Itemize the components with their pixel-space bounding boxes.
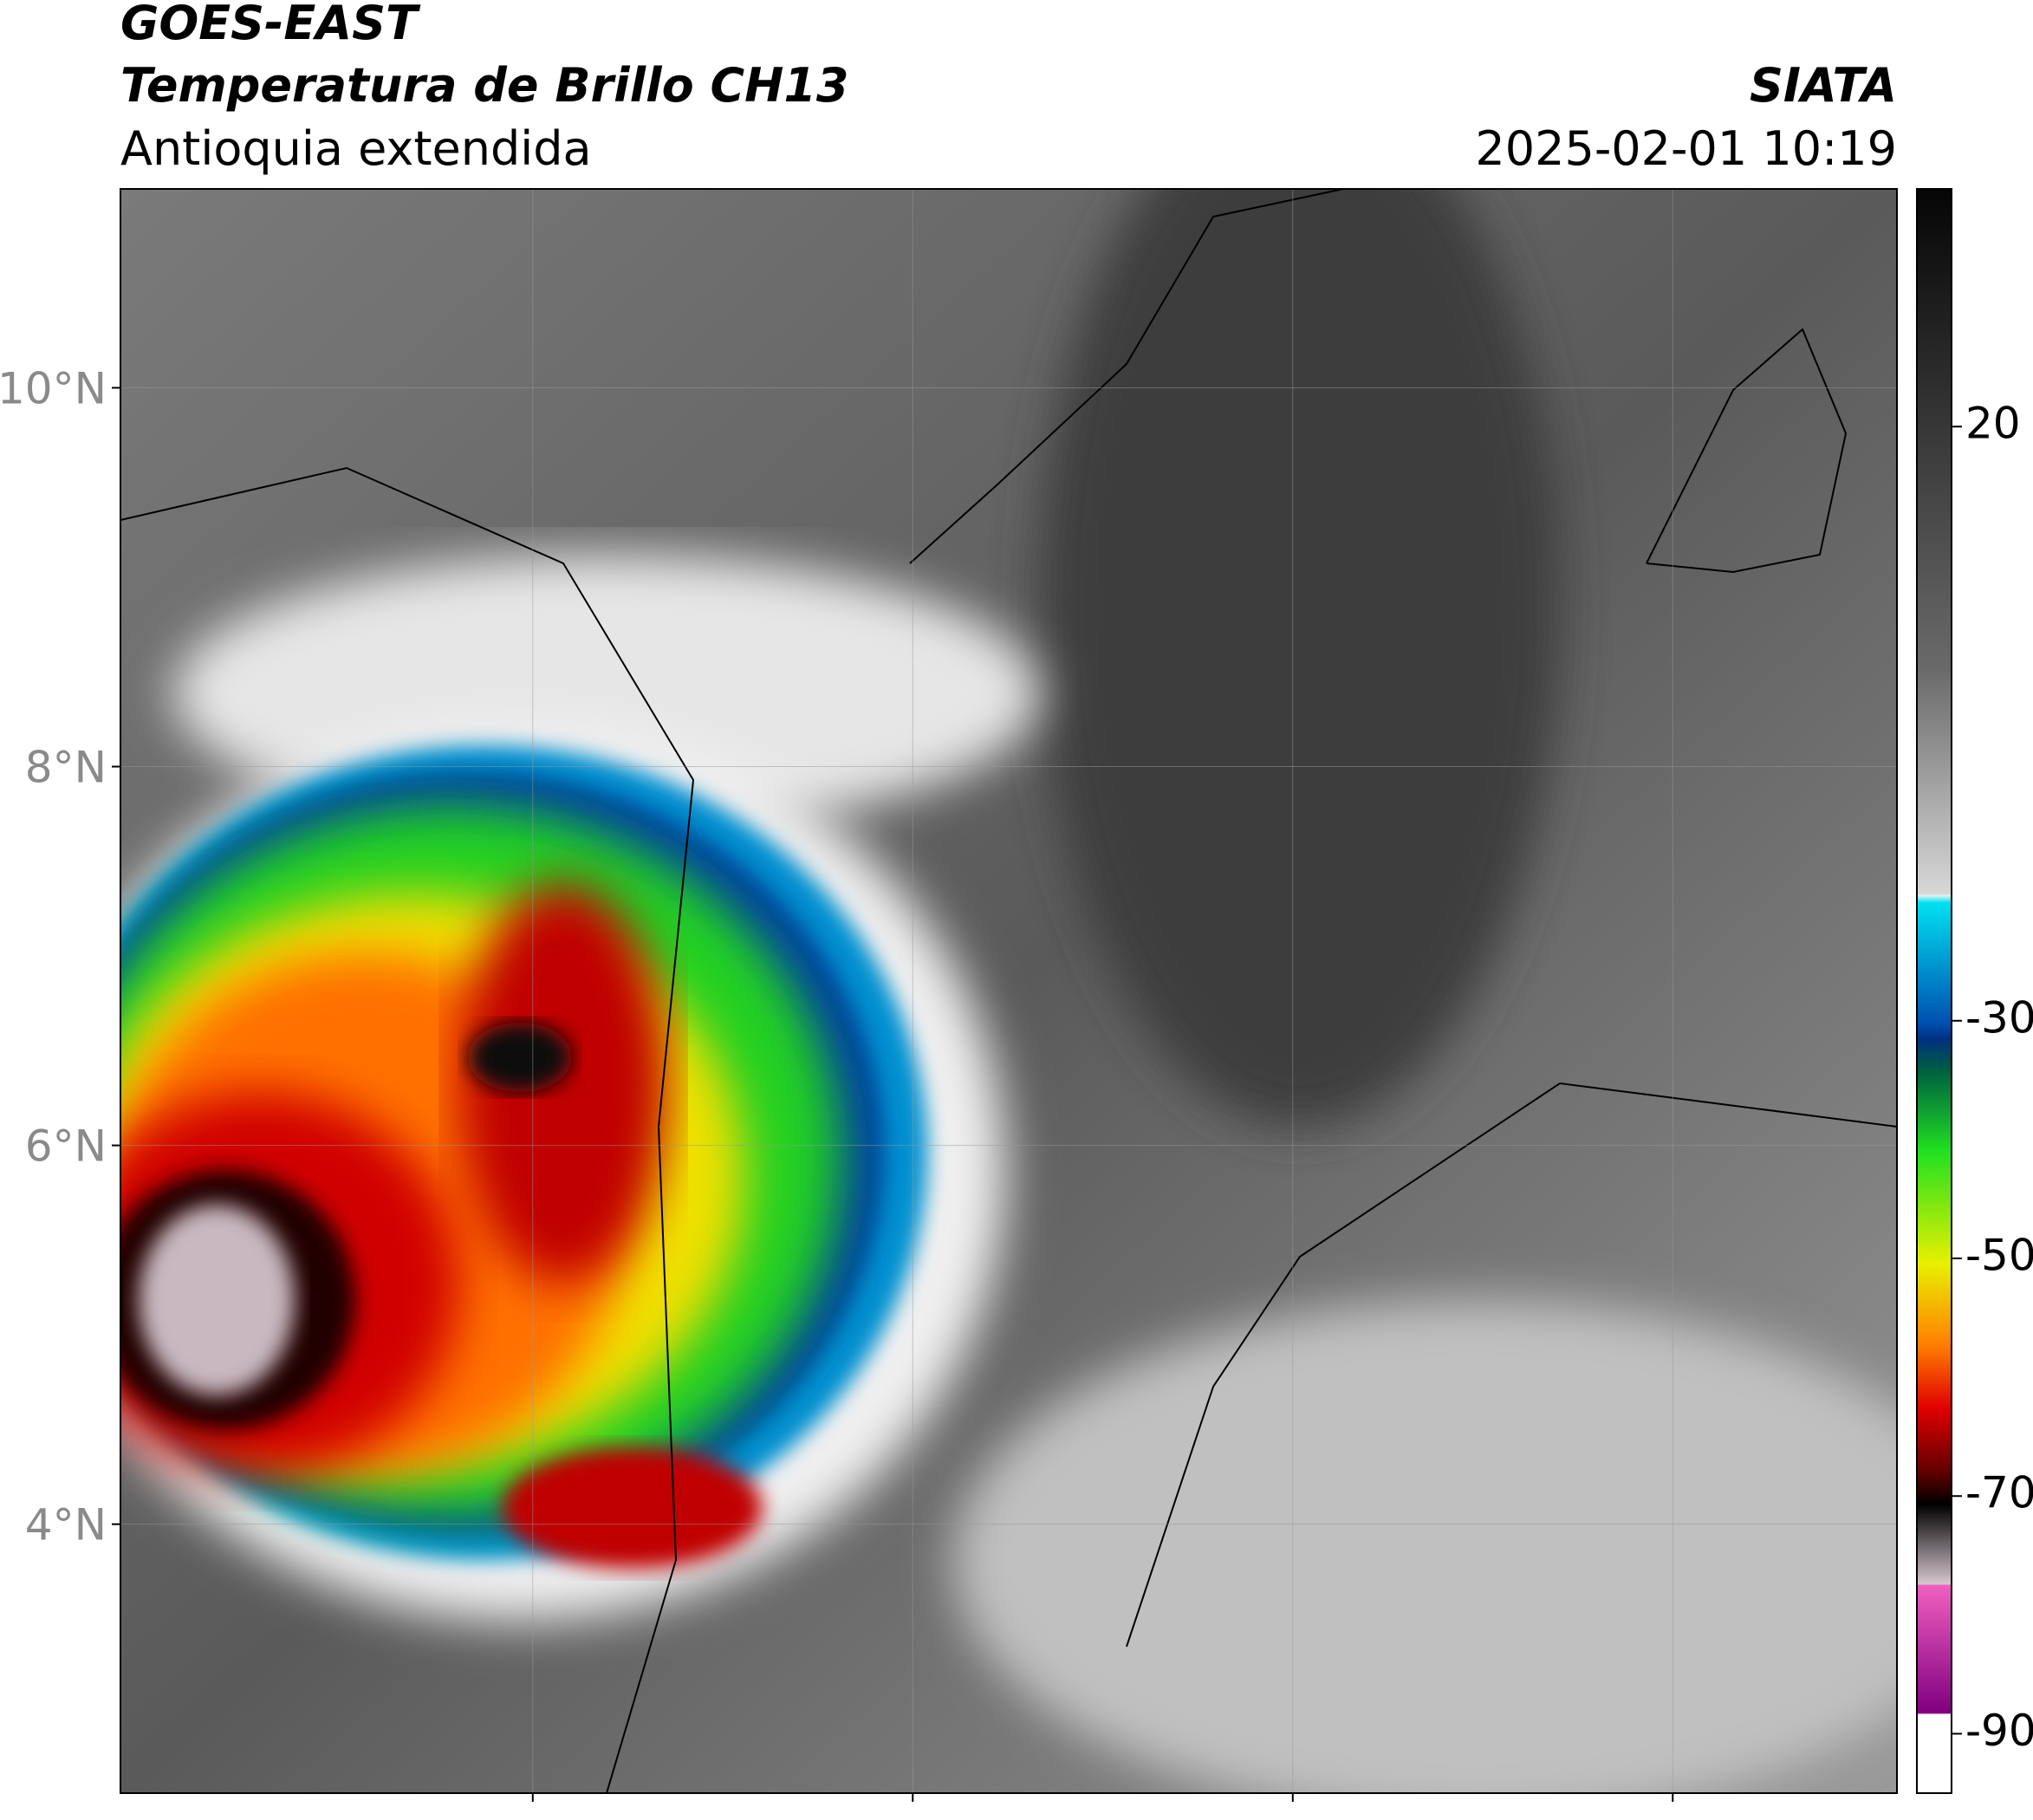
colorbar-label: -70 [1965,1468,2033,1518]
colorbar-label: -30 [1965,992,2033,1043]
colorbar [1916,188,1952,1794]
y-tick-label: 6°N [25,1121,107,1172]
title: GOES-EAST [120,0,421,50]
colorbar-label: 20 [1965,399,2021,449]
source: SIATA [1750,58,1897,113]
map-frame [120,188,1898,1794]
map-image [120,189,1897,1793]
y-tick-label: 8°N [25,743,107,793]
colorbar-label: -50 [1965,1231,2033,1281]
colorbar-label: -90 [1965,1706,2033,1756]
x-tick-label: 78°W [473,1814,593,1820]
y-tick-label: 4°N [25,1500,107,1550]
x-tick-label: 74°W [1233,1814,1353,1820]
x-tick-label: 72°W [1613,1814,1732,1820]
y-tick-label: 10°N [0,363,107,413]
region: Antioquia extendida [120,121,592,176]
datetime: 2025-02-01 10:19 [1475,121,1897,176]
x-tick-label: 76°W [853,1814,972,1820]
subtitle: Temperatura de Brillo CH13 [120,58,849,113]
